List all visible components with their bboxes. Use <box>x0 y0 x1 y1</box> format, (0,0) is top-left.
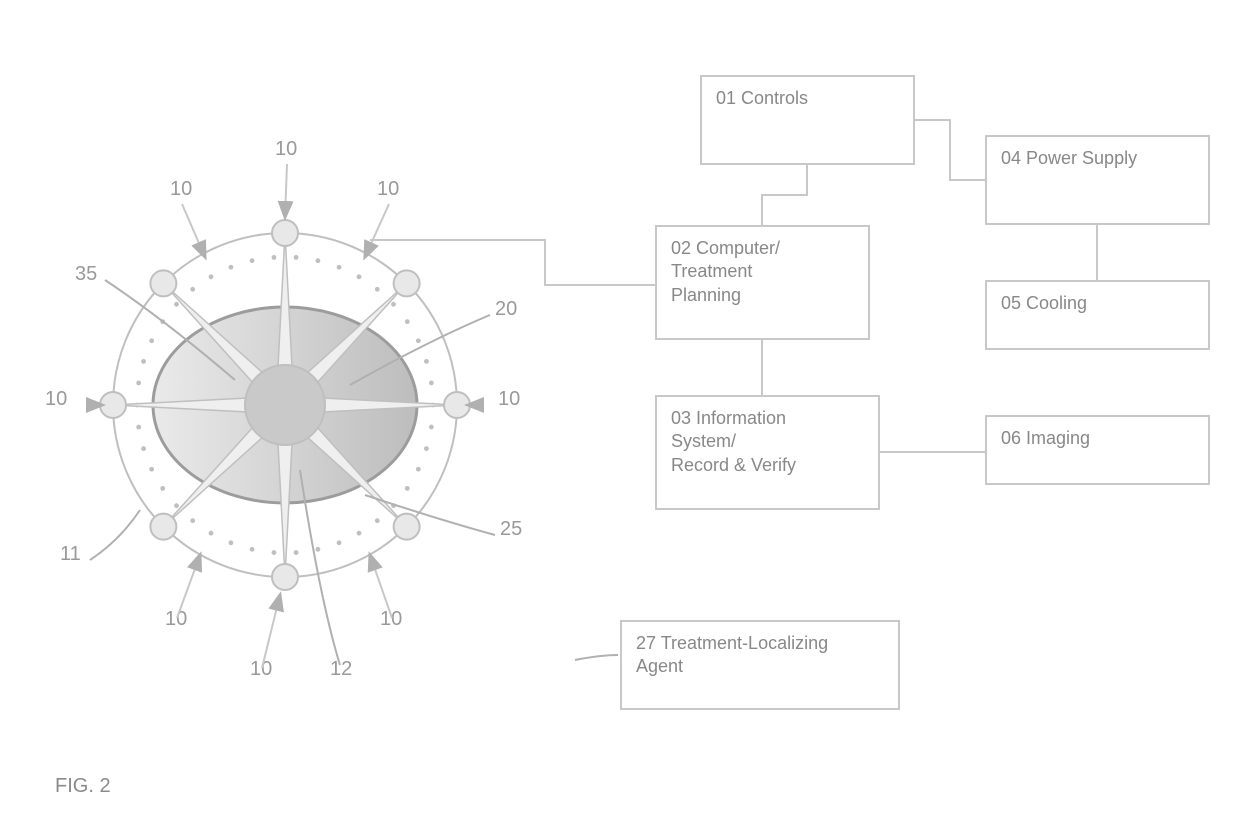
radial-device-diagram <box>0 0 1240 838</box>
